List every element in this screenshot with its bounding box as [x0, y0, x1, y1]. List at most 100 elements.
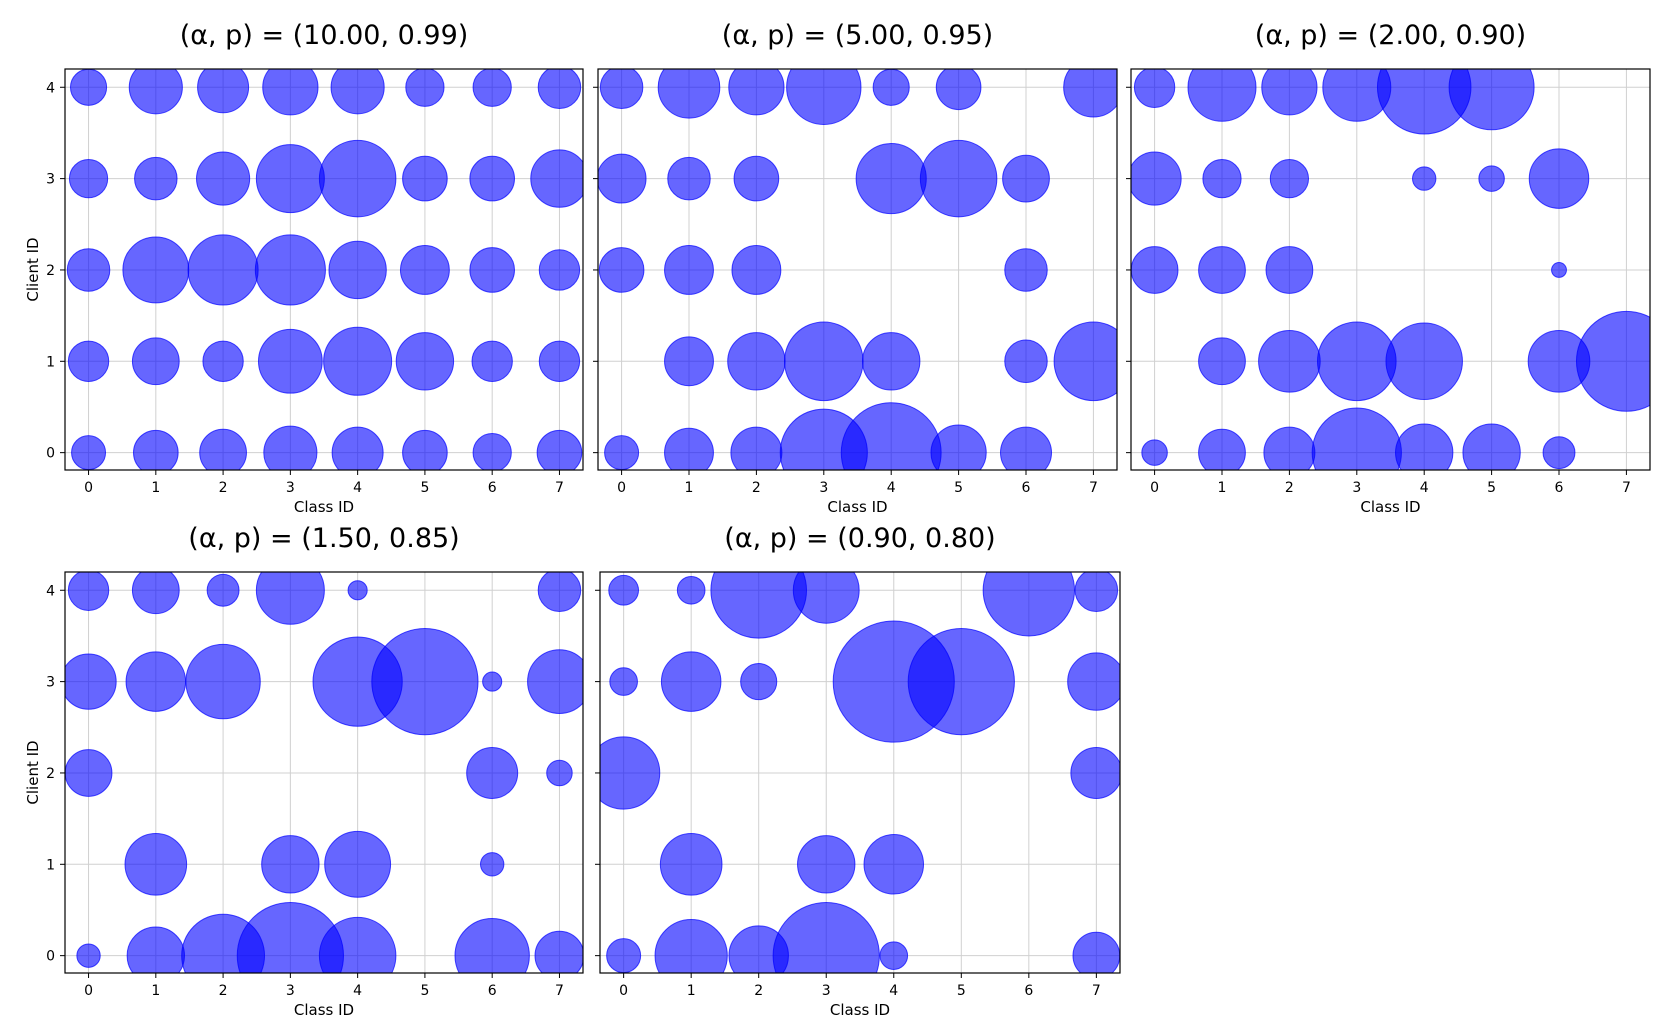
axes-frame: [64, 68, 584, 471]
subplot-title: (α, p) = (2.00, 0.90): [1255, 20, 1526, 51]
y-tick-label: 2: [46, 766, 55, 782]
bubble-class-1-client-3: [1202, 158, 1242, 199]
bubble-class-2-client-1: [1258, 329, 1321, 393]
x-tick-label: 7: [1622, 480, 1631, 496]
x-tick-label: 0: [619, 983, 628, 999]
bubble-class-1-client-0: [654, 919, 728, 973]
x-tick-label: 1: [685, 480, 694, 496]
x-tick-label: 0: [617, 480, 626, 496]
bubble-class-6-client-1: [1004, 339, 1048, 384]
bubble-class-5-client-1: [395, 332, 455, 391]
bubble-class-6-client-0: [472, 433, 512, 470]
bubble-class-0-client-0: [76, 943, 101, 968]
bubble-class-5-client-0: [402, 429, 448, 470]
bubble-class-6-client-2: [469, 247, 515, 293]
bubble-class-1-client-2: [1198, 246, 1246, 294]
bubble-class-2-client-2: [1265, 246, 1314, 294]
bubble-class-0-client-0: [606, 938, 642, 973]
bubble-class-5-client-4: [405, 69, 445, 107]
x-tick-label: 5: [954, 480, 963, 496]
bubble-class-1-client-1: [1198, 337, 1246, 386]
bubble-class-5-client-3: [919, 139, 998, 218]
bubble-class-1-client-1: [664, 336, 714, 387]
x-tick-label: 5: [420, 480, 429, 496]
bubble-class-1-client-4: [657, 69, 721, 119]
bubble-class-4-client-0: [879, 941, 909, 970]
bubbles: [66, 69, 583, 470]
bubble-class-0-client-3: [598, 153, 647, 204]
bubble-class-4-client-4: [872, 69, 910, 106]
bubble-class-3-client-1: [257, 328, 323, 394]
x-tick-label: 3: [1352, 480, 1361, 496]
x-axis-label: Class ID: [1360, 498, 1420, 516]
axes-frame: [1130, 68, 1651, 471]
x-tick-label: 2: [754, 983, 763, 999]
bubble-class-0-client-4: [599, 69, 644, 110]
bubble-class-1-client-1: [659, 832, 723, 896]
bubble-class-4-client-3: [318, 139, 397, 218]
bubble-class-1-client-4: [676, 575, 706, 605]
bubble-class-1-client-3: [125, 651, 187, 712]
bubble-class-0-client-3: [1131, 151, 1182, 206]
bubble-class-7-client-4: [1074, 572, 1119, 613]
bubble-class-5-client-3: [371, 627, 479, 736]
bubble-class-3-client-1: [1316, 321, 1397, 402]
x-tick-label: 5: [957, 983, 966, 999]
x-tick-label: 1: [687, 983, 696, 999]
bubble-class-2-client-1: [202, 340, 244, 382]
x-tick-label: 4: [887, 480, 896, 496]
x-axis-label: Class ID: [294, 498, 354, 516]
bubble-class-1-client-0: [133, 429, 179, 470]
bubble-class-1-client-0: [664, 427, 714, 470]
bubble-class-5-client-3: [1478, 165, 1505, 192]
bubble-class-2-client-4: [710, 572, 807, 639]
axes-frame: [64, 571, 584, 974]
x-tick-label: 6: [488, 480, 497, 496]
bubble-class-6-client-0: [1542, 436, 1576, 470]
bubbles: [1131, 69, 1650, 470]
bubble-class-3-client-2: [254, 234, 326, 306]
bubble-class-7-client-4: [1063, 69, 1117, 118]
x-tick-label: 7: [1089, 480, 1098, 496]
subplot-4: 0 1 2 3 4 5 6 7 (α, p) = (0.90, 0.80) Class ID: [595, 523, 1121, 1019]
bubbles: [65, 572, 583, 973]
x-tick-label: 4: [353, 983, 362, 999]
y-axis-label: Client ID: [24, 740, 42, 804]
x-tick-label: 3: [822, 983, 831, 999]
x-tick-label: 6: [1555, 480, 1564, 496]
bubble-class-6-client-3: [469, 155, 515, 202]
bubble-class-6-client-3: [1528, 148, 1590, 209]
bubble-class-6-client-3: [482, 671, 503, 692]
bubble-class-3-client-4: [792, 572, 860, 624]
bubble-class-2-client-0: [199, 428, 247, 470]
subplot-2: 0 1 2 3 4 5 6 7 (α, p) = (2.00, 0.90) Class ID: [1126, 20, 1651, 516]
bubble-class-6-client-2: [466, 746, 519, 799]
bubble-class-2-client-3: [196, 151, 251, 206]
bubble-class-7-client-3: [527, 649, 583, 714]
bubble-class-7-client-4: [537, 572, 582, 613]
bubble-class-4-client-0: [1395, 423, 1454, 470]
bubble-class-4-client-3: [855, 143, 927, 215]
x-tick-label: 6: [488, 983, 497, 999]
x-tick-label: 0: [84, 983, 93, 999]
bubble-class-3-client-4: [262, 69, 319, 116]
bubble-class-0-client-3: [68, 158, 109, 199]
bubble-class-0-client-2: [66, 248, 111, 292]
bubble-class-3-client-0: [772, 902, 880, 973]
bubble-class-1-client-4: [1187, 69, 1257, 122]
x-tick-label: 2: [1285, 480, 1294, 496]
bubble-class-2-client-4: [1261, 69, 1318, 116]
bubble-class-0-client-4: [67, 572, 110, 611]
x-tick-label: 4: [889, 983, 898, 999]
x-axis-label: Class ID: [294, 1001, 354, 1019]
x-tick-label: 1: [151, 983, 160, 999]
bubble-class-0-client-0: [71, 435, 107, 470]
subplot-3: 0 1 2 3 4 5 6 7 0 1 2 3 4 (α, p) = (1.50, 0.85) Class …: [24, 523, 584, 1019]
x-tick-label: 6: [1022, 480, 1031, 496]
bubble-class-2-client-3: [733, 155, 780, 202]
bubble-class-0-client-0: [1141, 439, 1168, 466]
bubble-class-1-client-2: [664, 245, 714, 295]
bubble-class-6-client-0: [1000, 426, 1052, 470]
bubble-class-4-client-1: [1385, 322, 1463, 401]
bubble-class-2-client-2: [187, 234, 259, 306]
